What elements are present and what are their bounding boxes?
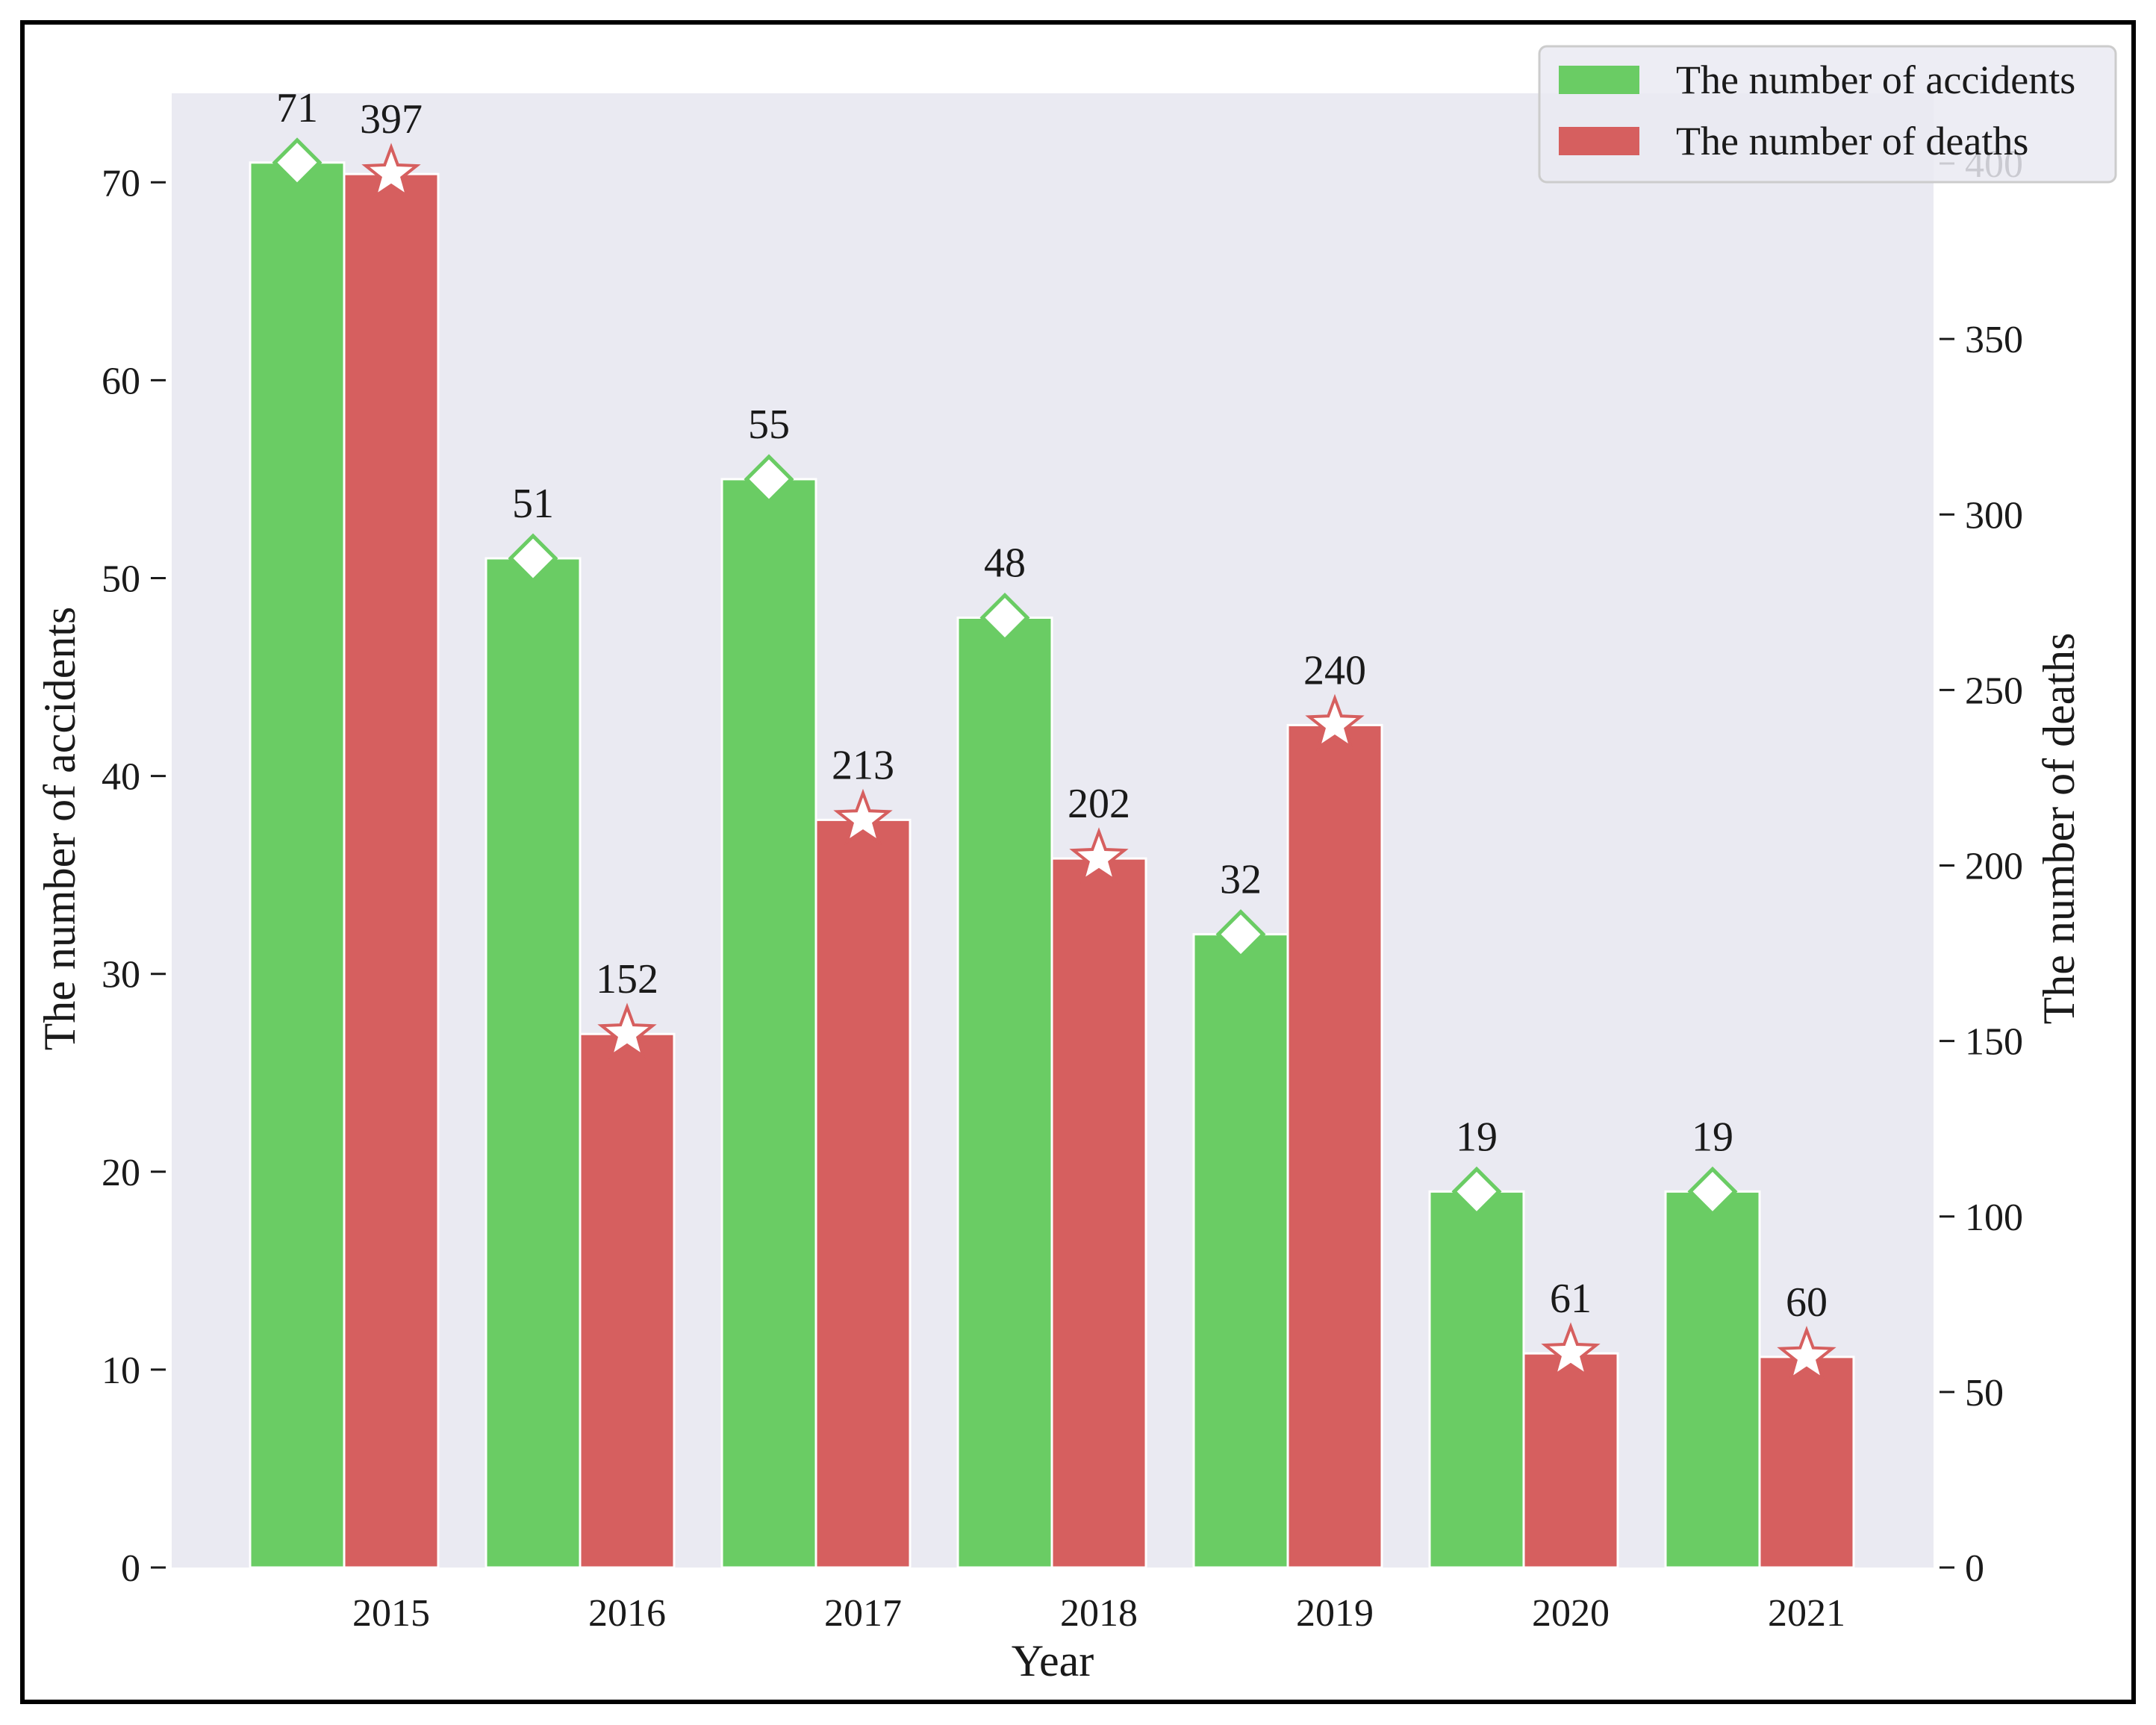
data-labels-group: 71 397 51 152 55 213 48 202 32 240 19 61 19 60 — [276, 85, 1828, 1326]
bar-deaths-2018 — [1050, 857, 1147, 1569]
data-label-accidents-2015: 71 — [276, 85, 318, 131]
right-y-tick-label-50: 50 — [1965, 1372, 2004, 1414]
data-label-deaths-2017: 213 — [832, 742, 894, 788]
right-y-tick-label-300: 300 — [1965, 494, 2023, 537]
bar-deaths-2020 — [1522, 1352, 1619, 1569]
x-axis: 2015 2016 2017 2018 2019 2020 2021 — [352, 1592, 1845, 1635]
left-y-tick-label-30: 30 — [102, 954, 140, 996]
bar-deaths-2016 — [579, 1032, 676, 1569]
x-tick-label-2018: 2018 — [1060, 1592, 1138, 1635]
data-label-accidents-2018: 48 — [984, 540, 1026, 587]
data-label-deaths-2021: 60 — [1786, 1279, 1828, 1326]
marker-star-deaths-2021 — [1777, 1326, 1836, 1382]
data-label-accidents-2019: 32 — [1220, 857, 1262, 903]
marker-diamond-accidents-2020 — [1451, 1166, 1502, 1217]
x-tick-label-2020: 2020 — [1532, 1592, 1610, 1635]
bar-deaths-2017 — [814, 818, 912, 1569]
right-y-tick-label-0: 0 — [1965, 1547, 1984, 1590]
data-label-deaths-2018: 202 — [1068, 781, 1130, 827]
bar-accidents-2019 — [1192, 933, 1289, 1569]
x-tick-label-2017: 2017 — [824, 1592, 902, 1635]
bar-accidents-2015 — [249, 161, 346, 1569]
left-y-axis: 0 10 20 30 40 50 60 70 — [102, 162, 166, 1590]
marker-star-deaths-2020 — [1541, 1322, 1601, 1379]
marker-diamond-accidents-2021 — [1687, 1166, 1738, 1217]
x-tick-label-2015: 2015 — [352, 1592, 430, 1635]
left-y-axis-title: The number of accidents — [35, 607, 84, 1051]
data-label-accidents-2021: 19 — [1692, 1114, 1733, 1160]
marker-star-deaths-2018 — [1069, 827, 1129, 884]
data-label-deaths-2016: 152 — [596, 956, 658, 1002]
data-label-accidents-2017: 55 — [748, 402, 790, 448]
data-label-accidents-2020: 19 — [1456, 1114, 1498, 1160]
bar-accidents-2016 — [485, 557, 582, 1569]
marker-star-deaths-2017 — [833, 788, 893, 846]
bars-group — [249, 161, 1855, 1569]
bar-accidents-2017 — [720, 478, 817, 1569]
legend-label-accidents: The number of accidents — [1676, 57, 2075, 102]
marker-diamond-accidents-2017 — [744, 454, 794, 505]
bar-accidents-2018 — [956, 617, 1053, 1569]
marker-diamond-accidents-2019 — [1215, 909, 1266, 960]
x-tick-label-2016: 2016 — [588, 1592, 666, 1635]
marker-star-deaths-2015 — [361, 143, 421, 199]
bar-deaths-2019 — [1286, 723, 1383, 1569]
legend-box — [1538, 45, 2117, 184]
data-label-accidents-2016: 51 — [512, 481, 554, 527]
legend-label-deaths: The number of deaths — [1676, 119, 2028, 163]
left-y-tick-label-40: 40 — [102, 756, 140, 799]
markers-group — [272, 137, 1836, 1382]
marker-diamond-accidents-2018 — [979, 592, 1030, 643]
x-tick-label-2019: 2019 — [1296, 1592, 1374, 1635]
bar-deaths-2021 — [1758, 1356, 1855, 1569]
right-y-axis-title: The number of deaths — [2034, 633, 2084, 1025]
right-y-tick-label-350: 350 — [1965, 319, 2023, 361]
data-label-deaths-2020: 61 — [1550, 1276, 1592, 1322]
marker-star-deaths-2019 — [1305, 693, 1365, 751]
left-y-tick-label-70: 70 — [102, 162, 140, 205]
x-tick-label-2021: 2021 — [1768, 1592, 1845, 1635]
left-y-tick-label-10: 10 — [102, 1350, 140, 1392]
right-y-tick-label-250: 250 — [1965, 670, 2023, 712]
marker-star-deaths-2016 — [597, 1002, 657, 1060]
right-y-tick-label-100: 100 — [1965, 1197, 2023, 1239]
bar-accidents-2021 — [1664, 1190, 1761, 1569]
left-y-tick-label-50: 50 — [102, 558, 140, 600]
left-y-tick-label-0: 0 — [121, 1547, 140, 1590]
data-label-deaths-2019: 240 — [1303, 647, 1366, 693]
left-y-tick-label-60: 60 — [102, 360, 140, 402]
marker-diamond-accidents-2015 — [272, 137, 323, 188]
left-y-tick-label-20: 20 — [102, 1152, 140, 1194]
data-label-deaths-2015: 397 — [360, 96, 423, 143]
bar-accidents-2020 — [1428, 1190, 1525, 1569]
right-y-tick-label-200: 200 — [1965, 846, 2023, 888]
marker-diamond-accidents-2016 — [508, 533, 558, 584]
x-axis-title: Year — [1012, 1636, 1094, 1685]
legend-swatch-deaths — [1559, 127, 1639, 155]
right-y-tick-label-150: 150 — [1965, 1021, 2023, 1064]
legend: The number of accidents The number of de… — [1538, 45, 2117, 184]
legend-swatch-accidents — [1559, 66, 1639, 94]
bar-deaths-2015 — [343, 172, 440, 1569]
